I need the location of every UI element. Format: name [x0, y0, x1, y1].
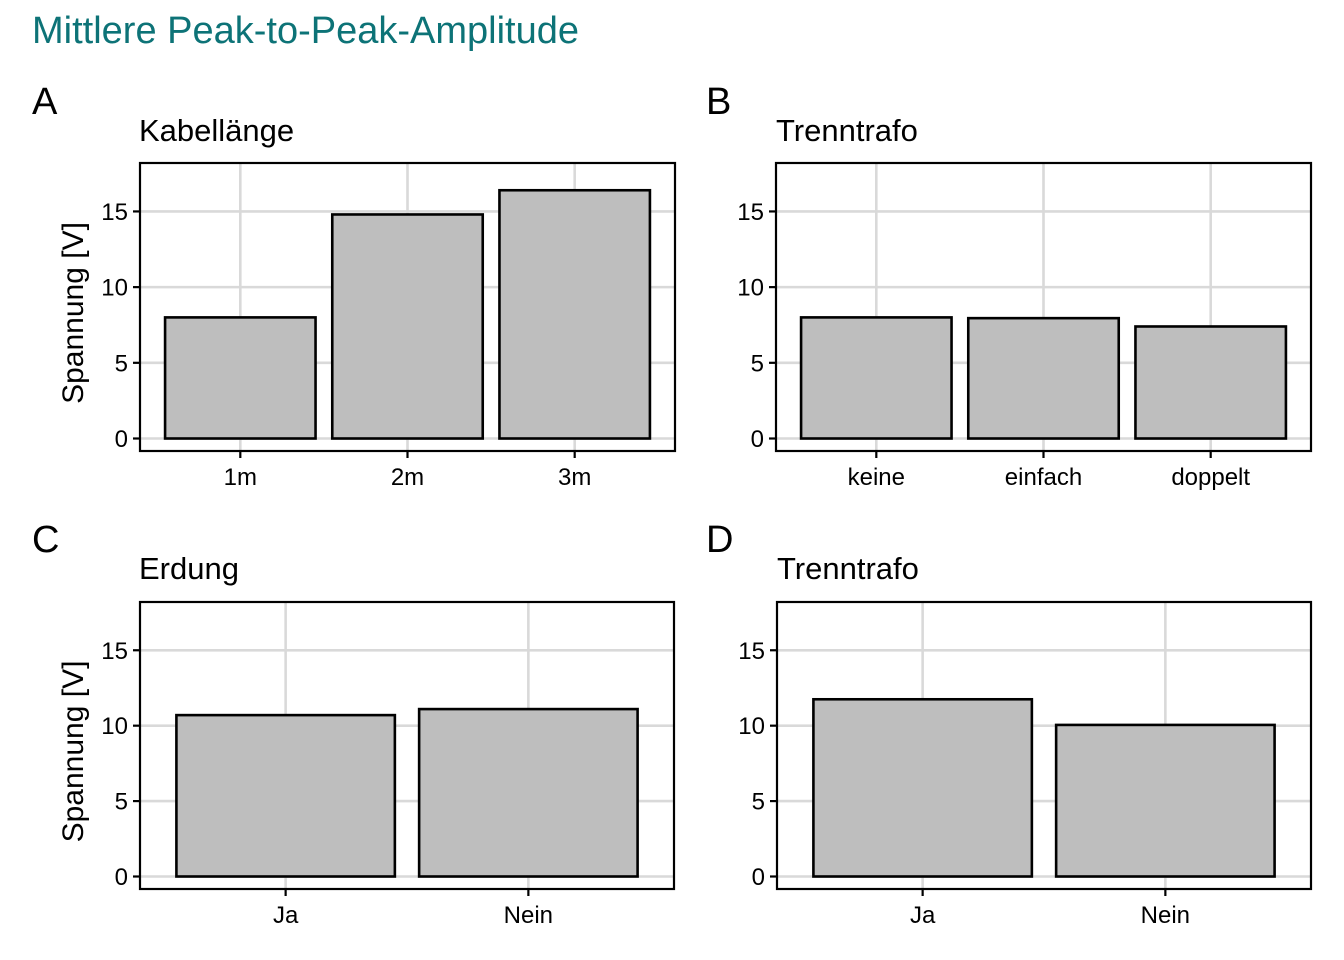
y-tick-label: 15: [101, 638, 128, 665]
y-tick-label: 10: [738, 713, 765, 740]
bar-Ja: [175, 713, 397, 878]
plot-frame: [138, 600, 676, 891]
y-tick-label: 15: [101, 199, 128, 226]
panel-tag: C: [32, 519, 59, 561]
bars: [812, 697, 1276, 878]
y-tick-label: 5: [115, 350, 128, 377]
bar-doppelt: [1134, 325, 1288, 440]
y-tick-label: 0: [115, 864, 128, 891]
y-tick-label: 15: [738, 638, 765, 665]
bar-Ja: [812, 697, 1034, 878]
x-tick-label: doppelt: [1171, 464, 1250, 491]
bar-2m: [330, 213, 485, 440]
panel-c: C Erdung 0 5 10 15 Ja Nein Spannung [V]: [32, 519, 676, 929]
panel-title: Trenntrafo: [777, 551, 919, 586]
panel-b: B Trenntrafo 0 5 10 15 keine einfach doppelt: [706, 81, 1313, 491]
x-tick-label: 3m: [558, 464, 591, 491]
y-tick-label: 5: [752, 789, 765, 816]
bars: [163, 188, 652, 440]
x-tick-label: Nein: [504, 902, 553, 929]
panel-title: Trenntrafo: [776, 113, 918, 148]
figure-title: Mittlere Peak-to-Peak-Amplitude: [32, 10, 579, 52]
y-tick-label: 15: [737, 199, 764, 226]
panel-title: Kabellänge: [139, 113, 294, 148]
bar-keine: [799, 316, 953, 440]
bars: [175, 707, 639, 878]
y-tick-label: 0: [751, 426, 764, 453]
x-tick-label: Ja: [273, 902, 299, 929]
x-tick-label: 1m: [224, 464, 257, 491]
bar-einfach: [966, 316, 1121, 440]
bar-Nein: [1054, 723, 1276, 878]
panel-a: A Kabellänge 0 5 10 15 1m 2m 3m Spannung [V]: [32, 81, 677, 491]
bar-1m: [163, 316, 317, 440]
y-tick-label: 10: [101, 275, 128, 302]
plot-frame: [775, 600, 1313, 891]
panel-title: Erdung: [139, 551, 239, 586]
x-tick-label: Ja: [910, 902, 936, 929]
panel-tag: B: [706, 81, 731, 123]
x-tick-label: Nein: [1141, 902, 1190, 929]
y-tick-label: 5: [115, 789, 128, 816]
panel-tag: D: [706, 519, 733, 561]
x-tick-label: 2m: [391, 464, 424, 491]
y-axis-title: Spannung [V]: [57, 661, 90, 843]
panels: A Kabellänge 0 5 10 15 1m 2m 3m Spannung [V] B Tren…: [32, 81, 1313, 929]
y-tick-label: 0: [115, 426, 128, 453]
y-tick-label: 10: [737, 275, 764, 302]
panel-d: D Trenntrafo 0 5 10 15 Ja Nein: [706, 519, 1313, 929]
y-tick-label: 10: [101, 713, 128, 740]
bars: [799, 316, 1288, 440]
y-axis-title: Spannung [V]: [57, 222, 90, 404]
y-tick-label: 0: [752, 864, 765, 891]
bar-3m: [498, 188, 652, 440]
panel-tag: A: [32, 81, 58, 123]
y-tick-label: 5: [751, 350, 764, 377]
bar-Nein: [417, 707, 639, 878]
x-tick-label: einfach: [1005, 464, 1082, 491]
x-tick-label: keine: [848, 464, 905, 491]
